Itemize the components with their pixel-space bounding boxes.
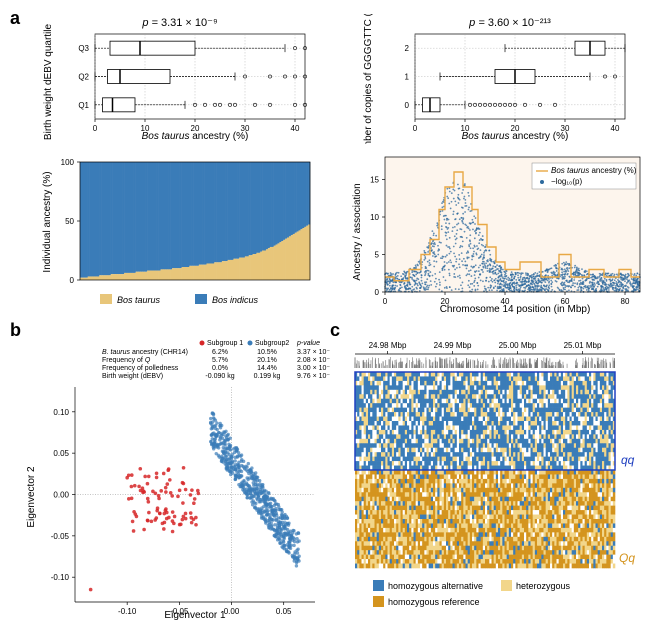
- svg-text:9.76 × 10⁻³: 9.76 × 10⁻³: [297, 373, 330, 380]
- svg-text:Bos taurus ancestry (%): Bos taurus ancestry (%): [551, 166, 637, 175]
- svg-text:0: 0: [413, 124, 418, 133]
- svg-text:40: 40: [611, 124, 620, 133]
- svg-text:Birth weight (dEBV): Birth weight (dEBV): [102, 373, 163, 380]
- svg-text:p-value: p-value: [296, 340, 320, 347]
- stacked-ylabel: Individual ancestry (%): [42, 171, 53, 272]
- svg-text:Frequency of polledness: Frequency of polledness: [102, 365, 179, 372]
- stacked-legend: Bos taurus Bos indicus: [100, 294, 259, 305]
- svg-text:10: 10: [370, 213, 379, 222]
- svg-text:Q2: Q2: [78, 73, 89, 82]
- svg-text:20.1%: 20.1%: [257, 357, 277, 364]
- panel-c-label: c: [330, 320, 340, 341]
- boxplot-left-xlabel: Bos taurus ancestry (%): [142, 131, 249, 142]
- legend-swatch-indicus: [195, 294, 207, 304]
- boxplot-left-ylabel: Birth weight dEBV quartile: [43, 23, 54, 140]
- svg-text:5.7%: 5.7%: [212, 357, 228, 364]
- svg-text:0.00: 0.00: [224, 607, 240, 616]
- svg-text:25.01 Mbp: 25.01 Mbp: [564, 341, 602, 350]
- svg-text:−log₁₀(p): −log₁₀(p): [551, 177, 582, 186]
- svg-text:0.199 kg: 0.199 kg: [254, 373, 281, 380]
- svg-text:Frequency of Q: Frequency of Q: [102, 357, 151, 364]
- svg-text:24.99 Mbp: 24.99 Mbp: [434, 341, 472, 350]
- svg-text:B. taurus ancestry (CHR14): B. taurus ancestry (CHR14): [102, 349, 188, 356]
- boxplot-right-ylabel: Number of copies of GGGGTTC (Q): [363, 14, 374, 144]
- svg-text:25.00 Mbp: 25.00 Mbp: [499, 341, 537, 350]
- scatter-stats-table: Subgroup 1 Subgroup2 p-value B. taurus ance…: [102, 340, 330, 380]
- boxplot-right-title: p = 3.60 × 10⁻²¹³: [468, 17, 551, 29]
- svg-text:0: 0: [405, 101, 410, 110]
- legend-label-indicus: Bos indicus: [212, 295, 259, 305]
- svg-text:14.4%: 14.4%: [257, 365, 277, 372]
- svg-text:6.2%: 6.2%: [212, 349, 228, 356]
- svg-text:15: 15: [370, 176, 379, 185]
- stacked-ancestry-chart: Individual ancestry (%) 0 50 100 Bos tauru…: [40, 152, 330, 312]
- manhattan-ylabel: Ancestry / association: [352, 183, 363, 280]
- svg-text:0.10: 0.10: [53, 408, 69, 417]
- svg-text:40: 40: [291, 124, 300, 133]
- svg-text:0.05: 0.05: [53, 449, 69, 458]
- svg-text:-0.10: -0.10: [51, 573, 70, 582]
- svg-text:0.0%: 0.0%: [212, 365, 228, 372]
- svg-text:50: 50: [65, 217, 74, 226]
- boxplot-left-title: p = 3.31 × 10⁻⁹: [141, 17, 217, 29]
- svg-text:2: 2: [405, 44, 410, 53]
- panel-a-label: a: [10, 8, 20, 29]
- svg-text:3.37 × 10⁻⁴: 3.37 × 10⁻⁴: [297, 349, 330, 356]
- legend-label-taurus: Bos taurus: [117, 295, 161, 305]
- svg-text:80: 80: [621, 297, 630, 306]
- svg-text:0: 0: [375, 288, 380, 297]
- svg-text:-0.10: -0.10: [118, 607, 137, 616]
- manhattan-plot: Ancestry / association 020406080051015Bo…: [350, 152, 650, 317]
- svg-text:Subgroup 1: Subgroup 1: [207, 340, 243, 347]
- svg-text:0: 0: [70, 276, 75, 285]
- svg-text:0: 0: [383, 297, 388, 306]
- svg-text:0.00: 0.00: [53, 491, 69, 500]
- svg-text:Subgroup2: Subgroup2: [255, 340, 289, 347]
- manhattan-xlabel: Chromosome 14 position (in Mbp): [440, 304, 591, 315]
- svg-text:0.05: 0.05: [276, 607, 292, 616]
- svg-text:-0.090 kg: -0.090 kg: [205, 373, 234, 380]
- boxplot-right: p = 3.60 × 10⁻²¹³ 010203040012 Number of…: [360, 14, 640, 144]
- svg-text:0: 0: [93, 124, 98, 133]
- scatter-xlabel: Eigenvector 1: [164, 610, 226, 621]
- svg-text:Q3: Q3: [78, 44, 89, 53]
- legend-swatch-taurus: [100, 294, 112, 304]
- svg-text:5: 5: [375, 251, 380, 260]
- svg-text:-0.05: -0.05: [51, 532, 70, 541]
- svg-text:Q1: Q1: [78, 101, 89, 110]
- svg-text:10.5%: 10.5%: [257, 349, 277, 356]
- svg-text:24.98 Mbp: 24.98 Mbp: [369, 341, 407, 350]
- genotype-heatmap: 24.98 Mbp24.99 Mbp25.00 Mbp25.01 MbpqqQq…: [345, 332, 655, 622]
- boxplot-left: p = 3.31 × 10⁻⁹ 010203040Q1Q2Q3 Birth we…: [40, 14, 320, 144]
- svg-text:3.00 × 10⁻²: 3.00 × 10⁻²: [297, 365, 330, 372]
- scatter-ylabel: Eigenvector 2: [26, 466, 37, 528]
- svg-text:100: 100: [61, 158, 75, 167]
- svg-text:2.08 × 10⁻⁸: 2.08 × 10⁻⁸: [297, 357, 330, 364]
- boxplot-right-xlabel: Bos taurus ancestry (%): [462, 131, 569, 142]
- pca-scatter: Subgroup 1 Subgroup2 p-value B. taurus ance…: [20, 332, 330, 622]
- svg-text:1: 1: [405, 73, 410, 82]
